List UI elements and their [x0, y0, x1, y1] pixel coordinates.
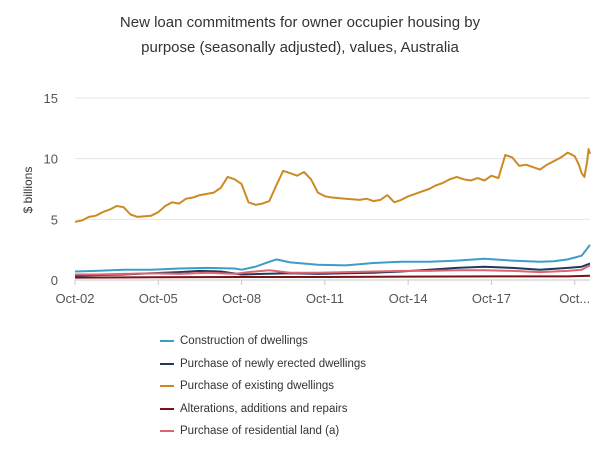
legend-swatch — [160, 407, 174, 410]
x-tick-label: Oct-17 — [472, 291, 511, 306]
series-line-2 — [74, 148, 591, 223]
legend-swatch — [160, 430, 174, 433]
x-tick-label: Oct-08 — [222, 291, 261, 306]
series-line-3 — [74, 274, 591, 279]
legend-item[interactable]: Purchase of residential land (a) — [160, 420, 366, 443]
y-tick-label: 15 — [44, 91, 58, 106]
x-axis-ticks: Oct-02 Oct-05 Oct-08 Oct-11 Oct-14 Oct-17 Oct.… — [55, 280, 590, 306]
x-tick-label: Oct-02 — [55, 291, 94, 306]
series-line-4 — [75, 264, 591, 276]
legend-label: Purchase of residential land (a) — [180, 425, 340, 438]
series-line-0 — [74, 244, 591, 273]
chart-title-line-2: purpose (seasonally adjusted), values, A… — [141, 39, 459, 56]
x-tick-label: Oct-11 — [306, 291, 344, 306]
y-axis-ticks: 0 5 10 15 — [44, 91, 58, 288]
y-tick-label: 5 — [51, 212, 58, 227]
legend-label: Purchase of newly erected dwellings — [180, 357, 367, 370]
legend-label: Alterations, additions and repairs — [180, 402, 348, 415]
grid — [75, 97, 590, 281]
legend-item[interactable]: Purchase of existing dwellings — [160, 375, 366, 398]
legend-swatch — [160, 362, 174, 365]
x-tick-label: Oct-14 — [389, 291, 428, 306]
y-axis-label: $ billions — [21, 167, 35, 214]
legend-item[interactable]: Construction of dwellings — [160, 330, 366, 353]
legend-swatch — [160, 385, 174, 388]
legend-label: Purchase of existing dwellings — [180, 380, 335, 393]
chart-title-line-1: New loan commitments for owner occupier … — [119, 14, 481, 31]
legend: Construction of dwellings Purchase of new… — [160, 330, 366, 443]
x-tick-label: Oct... — [559, 291, 590, 306]
legend-label: Construction of dwellings — [180, 335, 308, 348]
legend-item[interactable]: Alterations, additions and repairs — [160, 398, 366, 421]
y-tick-label: 10 — [44, 152, 58, 167]
series-lines — [74, 148, 591, 279]
y-tick-label: 0 — [51, 273, 58, 288]
x-tick-label: Oct-05 — [139, 291, 178, 306]
chart-title: New loan commitments for owner occupier … — [0, 10, 600, 60]
legend-swatch — [160, 340, 174, 343]
legend-item[interactable]: Purchase of newly erected dwellings — [160, 353, 366, 376]
